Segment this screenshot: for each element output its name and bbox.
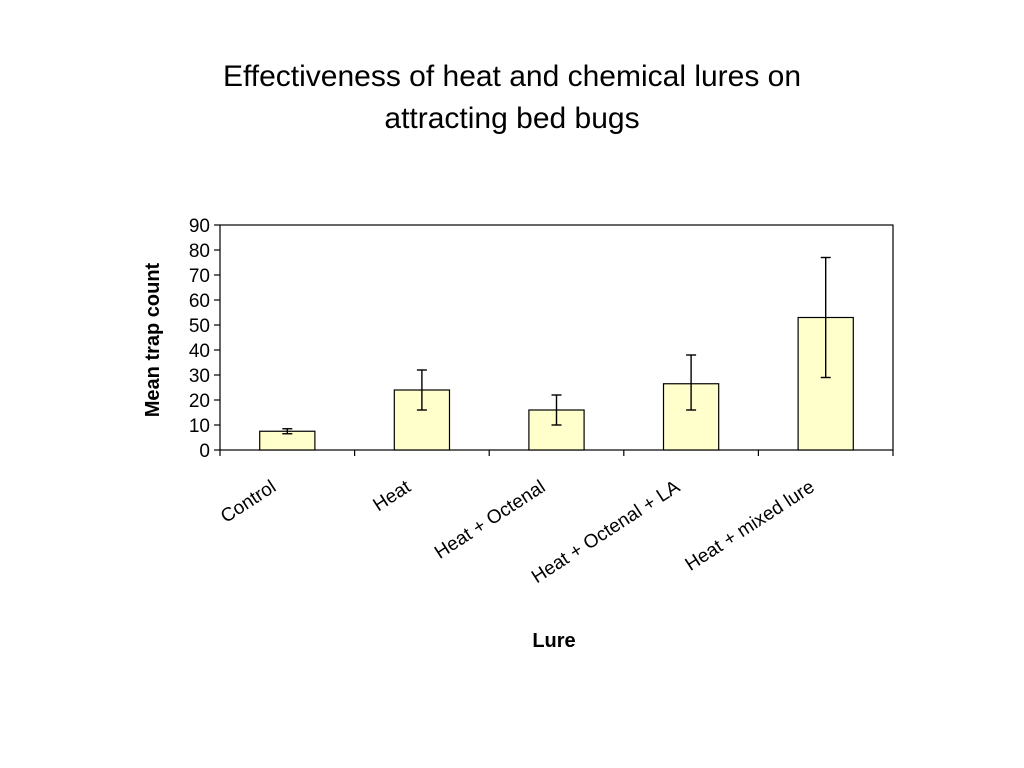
chart-title-line-1: Effectiveness of heat and chemical lures…	[222, 60, 802, 93]
y-tick-label: 40	[189, 341, 210, 362]
y-tick-label: 0	[199, 441, 210, 462]
x-tick-label: Heat + mixed lure	[682, 477, 819, 576]
y-tick-label: 20	[189, 391, 210, 412]
x-tick-label: Heat + Octenal	[431, 477, 549, 564]
chart-title: Effectiveness of heat and chemical lures…	[0, 56, 1024, 140]
chart-title-line-2: attracting bed bugs	[384, 102, 640, 135]
y-tick-label: 50	[189, 316, 210, 337]
y-axis: 0 10 20 30 40 50 60 70 80 90	[189, 216, 220, 462]
x-tick-label: Heat + Octenal + LA	[528, 476, 684, 588]
y-tick-label: 30	[189, 366, 210, 387]
y-axis-label: Mean trap count	[142, 262, 164, 417]
y-tick-label: 90	[189, 216, 210, 237]
x-tick-label: Control	[217, 477, 280, 528]
y-tick-label: 80	[189, 241, 210, 262]
y-tick-label: 60	[189, 291, 210, 312]
y-tick-label: 70	[189, 266, 210, 287]
x-axis-label: Lure	[532, 630, 575, 652]
error-bars	[282, 256, 831, 435]
x-tick-label: Heat	[370, 476, 416, 516]
y-tick-label: 10	[189, 416, 210, 437]
